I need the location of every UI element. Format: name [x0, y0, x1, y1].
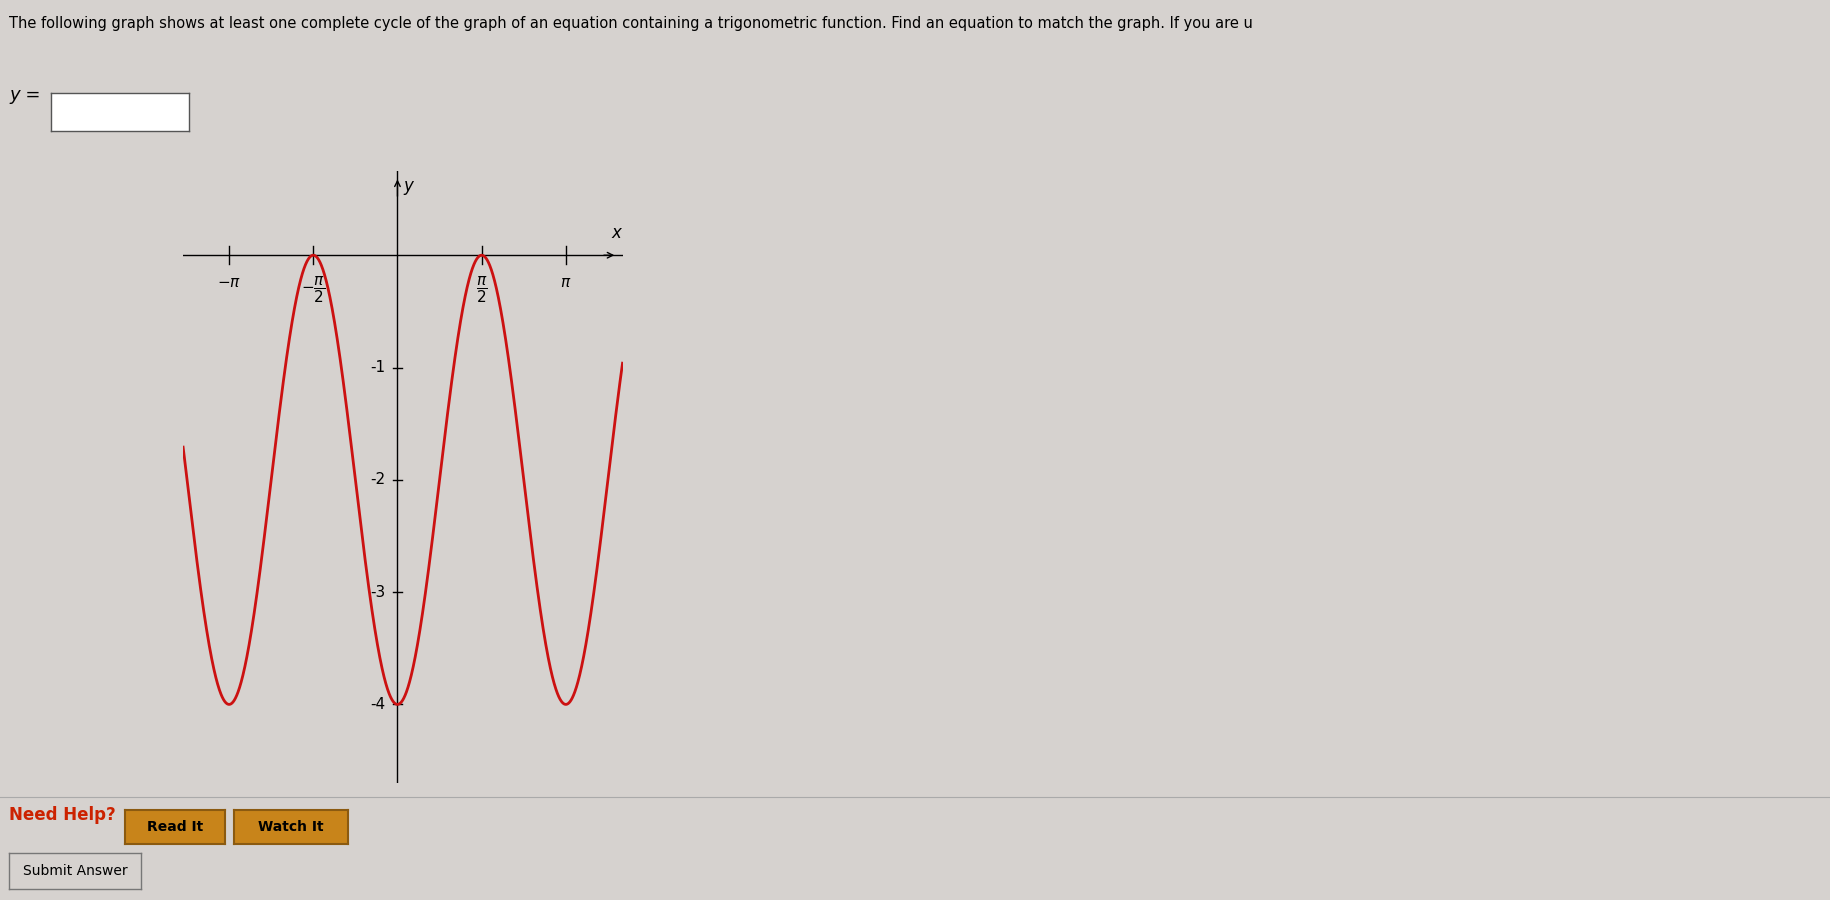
- Text: $-\dfrac{\pi}{2}$: $-\dfrac{\pi}{2}$: [300, 275, 326, 305]
- Text: y: y: [404, 176, 414, 194]
- Text: Need Help?: Need Help?: [9, 806, 115, 824]
- Text: y =: y =: [9, 86, 40, 104]
- Text: $-\pi$: $-\pi$: [218, 275, 242, 291]
- Text: The following graph shows at least one complete cycle of the graph of an equatio: The following graph shows at least one c…: [9, 16, 1252, 32]
- Text: Read It: Read It: [146, 820, 203, 834]
- Text: -2: -2: [370, 472, 386, 487]
- Text: -4: -4: [370, 697, 386, 712]
- Text: Submit Answer: Submit Answer: [22, 864, 128, 878]
- Text: $\dfrac{\pi}{2}$: $\dfrac{\pi}{2}$: [476, 275, 487, 305]
- Text: -1: -1: [370, 360, 386, 375]
- Text: $\pi$: $\pi$: [560, 275, 571, 291]
- Text: Watch It: Watch It: [258, 820, 324, 834]
- Text: -3: -3: [370, 585, 386, 599]
- Text: x: x: [611, 224, 622, 242]
